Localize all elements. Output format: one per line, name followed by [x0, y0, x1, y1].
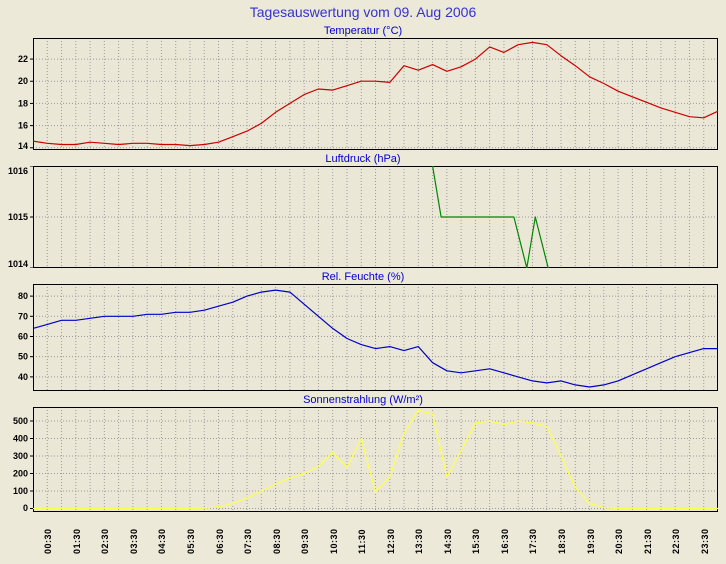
x-axis-label: 23:30	[699, 528, 710, 554]
x-axis-label: 05:30	[185, 528, 196, 554]
x-axis-label: 09:30	[300, 528, 311, 554]
x-axis-label: 21:30	[642, 528, 653, 554]
pressure-series-line	[432, 166, 549, 268]
x-axis-label: 12:30	[385, 528, 396, 554]
x-axis-label: 22:30	[671, 528, 682, 554]
pressure-chart: Luftdruck (hPa) 1014 1015 1016	[0, 152, 726, 268]
temperature-y-tick-label: 14	[18, 141, 28, 150]
humidity-y-tick-label: 80	[18, 291, 28, 301]
pressure-y-tick-label: 1015	[8, 212, 28, 222]
humidity-series-line	[32, 289, 718, 388]
pressure-y-tick-label: 1014	[8, 259, 28, 268]
page-title: Tagesauswertung vom 09. Aug 2006	[249, 4, 477, 20]
x-axis-label: 00:30	[43, 528, 54, 554]
humidity-y-tick-label: 60	[18, 331, 28, 341]
x-axis-label: 18:30	[557, 528, 568, 554]
x-axis-label: 17:30	[528, 528, 539, 554]
temperature-series-line	[32, 41, 719, 147]
x-axis-label: 07:30	[243, 528, 254, 554]
x-axis-label: 16:30	[499, 528, 510, 554]
x-axis-label: 13:30	[414, 528, 425, 554]
solar-y-tick-label: 100	[13, 486, 28, 496]
temperature-y-tick-label: 20	[18, 76, 28, 86]
temperature-y-tick-label: 18	[18, 98, 28, 108]
solar-y-tick-label: 500	[13, 416, 28, 426]
x-axis-label: 11:30	[357, 528, 368, 554]
x-axis-label: 19:30	[585, 528, 596, 554]
temperature-y-tick-label: 16	[18, 121, 28, 131]
temperature-y-tick-label: 22	[18, 54, 28, 64]
solar-y-tick-label: 0	[23, 503, 28, 512]
temperature-chart-plot: 14 16 18 20 22	[18, 38, 719, 150]
temperature-chart: Temperatur (°C) 14 16 18 20 22	[0, 24, 726, 150]
pressure-chart-plot: 1014 1015 1016	[8, 166, 718, 268]
solar-chart-plot: 0 100 200 300 400 500	[13, 407, 718, 512]
x-axis-label: 20:30	[614, 528, 625, 554]
humidity-y-tick-label: 40	[18, 372, 28, 382]
solar-y-tick-label: 200	[13, 469, 28, 479]
x-axis-label: 15:30	[471, 528, 482, 554]
x-axis-label: 04:30	[157, 528, 168, 554]
x-axis-label: 08:30	[271, 528, 282, 554]
temperature-chart-title: Temperatur (°C)	[323, 25, 403, 37]
humidity-chart-title: Rel. Feuchte (%)	[321, 271, 405, 283]
humidity-y-tick-label: 70	[18, 311, 28, 321]
solar-chart-title: Sonnenstrahlung (W/m²)	[303, 394, 423, 406]
x-axis-label: 14:30	[442, 528, 453, 554]
pressure-y-tick-label: 1016	[8, 166, 28, 176]
x-axis-labels: 00:30 01:30 02:30 03:30 04:30 05:30 06:30 07:30…	[0, 512, 726, 560]
solar-series-line	[33, 409, 718, 510]
humidity-chart: Rel. Feuchte (%) 40 50 60 70 80	[0, 270, 726, 391]
pressure-chart-title: Luftdruck (hPa)	[325, 153, 401, 165]
solar-chart: Sonnenstrahlung (W/m²) 0 100 200 300 400 500	[0, 393, 726, 512]
x-axis-label: 10:30	[328, 528, 339, 554]
x-axis-label: 01:30	[71, 528, 82, 554]
x-axis-label: 06:30	[214, 528, 225, 554]
humidity-y-tick-label: 50	[18, 352, 28, 362]
solar-y-tick-label: 300	[13, 451, 28, 461]
x-axis-label: 03:30	[128, 528, 139, 554]
solar-y-tick-label: 400	[13, 434, 28, 444]
humidity-chart-plot: 40 50 60 70 80	[18, 284, 718, 391]
x-axis-label: 02:30	[100, 528, 111, 554]
